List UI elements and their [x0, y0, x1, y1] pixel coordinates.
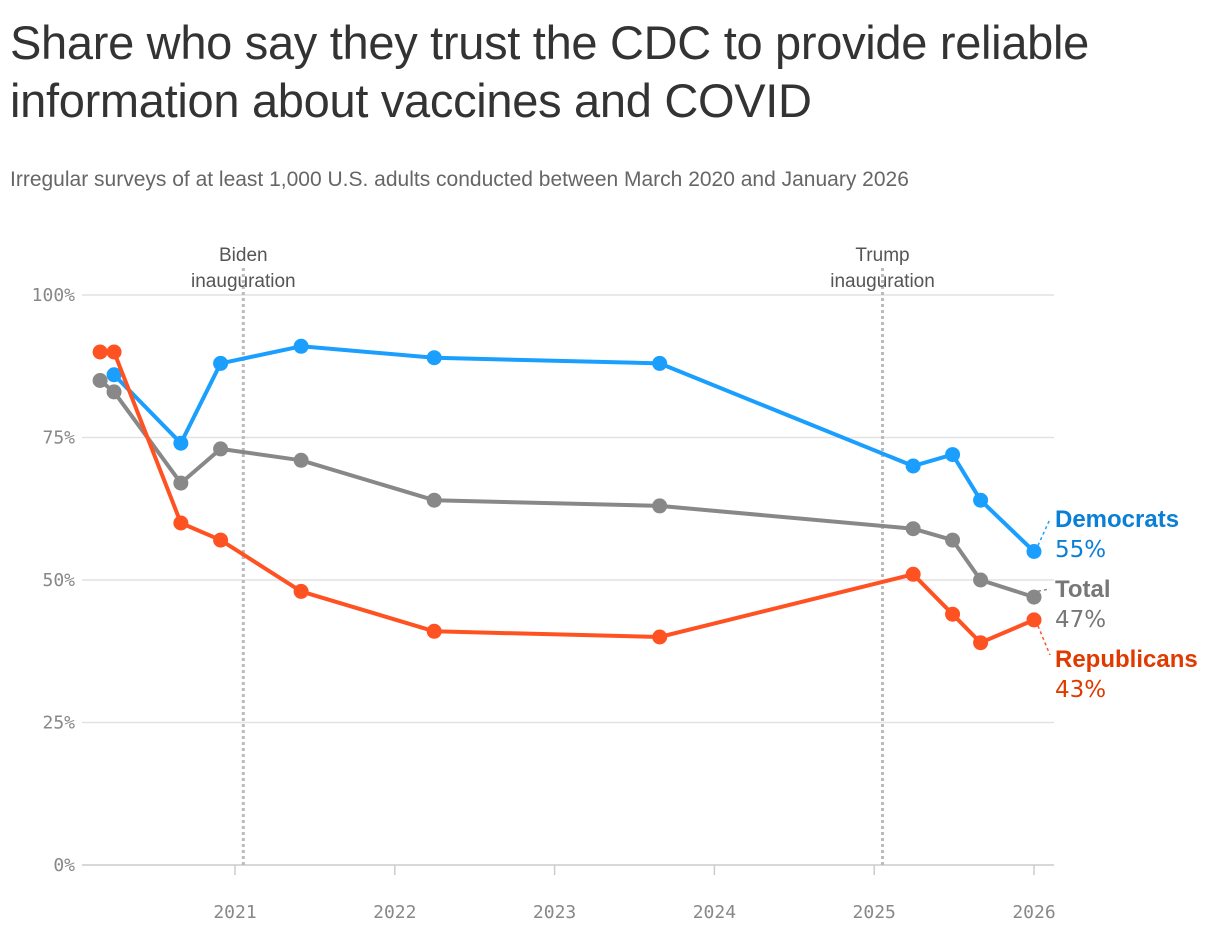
data-point-republicans [905, 566, 921, 582]
data-point-republicans [173, 515, 189, 531]
annotation-label: inauguration [191, 271, 296, 292]
series-end-value: 47% [1055, 607, 1106, 633]
annotation-label: Trump [855, 245, 909, 266]
series-label: Total [1055, 576, 1111, 603]
data-point-democrats [213, 355, 229, 371]
data-point-total [426, 492, 442, 508]
series-label: Democrats [1055, 506, 1179, 533]
y-tick-label: 0% [53, 855, 75, 876]
y-tick-label: 100% [32, 285, 76, 306]
data-point-total [106, 384, 122, 400]
y-tick-label: 75% [42, 428, 75, 449]
series-label: Republicans [1055, 646, 1198, 673]
data-point-democrats [106, 367, 122, 383]
data-point-total [945, 532, 961, 548]
data-point-republicans [973, 635, 989, 651]
chart-subtitle: Irregular surveys of at least 1,000 U.S.… [10, 168, 909, 191]
data-point-republicans [426, 623, 442, 639]
chart-title: Share who say they trust the CDC to prov… [10, 16, 1089, 127]
data-point-republicans [652, 629, 668, 645]
series-end-value: 43% [1055, 677, 1106, 703]
data-point-republicans [92, 344, 108, 360]
data-point-democrats [293, 338, 309, 354]
data-point-republicans [106, 344, 122, 360]
x-tick-label: 2021 [213, 902, 256, 923]
leader-line [1037, 625, 1051, 656]
series-end-value: 55% [1055, 537, 1106, 563]
data-point-republicans [293, 583, 309, 599]
series-line-democrats [112, 344, 1036, 553]
data-point-total [173, 475, 189, 491]
series-line-republicans [100, 350, 1035, 645]
data-point-total [905, 521, 921, 537]
data-point-total [293, 452, 309, 468]
x-tick-label: 2023 [533, 902, 576, 923]
data-point-republicans [1026, 612, 1042, 628]
x-tick-label: 2025 [853, 902, 896, 923]
leader-line [1037, 588, 1051, 592]
data-point-democrats [173, 435, 189, 451]
annotation-label: Biden [219, 245, 268, 266]
data-point-total [92, 373, 108, 388]
data-point-democrats [973, 492, 989, 508]
x-tick-label: 2022 [373, 902, 416, 923]
x-tick-label: 2026 [1012, 902, 1055, 923]
data-point-democrats [652, 355, 668, 371]
data-point-total [1026, 589, 1042, 605]
data-point-democrats [905, 458, 921, 474]
data-point-democrats [426, 350, 442, 366]
y-tick-label: 25% [42, 713, 75, 734]
data-point-republicans [213, 532, 229, 548]
leader-line [1037, 518, 1051, 546]
annotation-label: inauguration [830, 271, 935, 292]
series-line-total [98, 378, 1035, 600]
data-point-total [652, 498, 668, 514]
data-point-democrats [945, 447, 961, 463]
data-point-democrats [1026, 544, 1042, 559]
x-tick-label: 2024 [693, 902, 736, 923]
data-point-total [213, 441, 229, 457]
data-point-total [973, 572, 989, 588]
data-point-republicans [945, 606, 961, 622]
y-tick-label: 50% [42, 570, 75, 591]
